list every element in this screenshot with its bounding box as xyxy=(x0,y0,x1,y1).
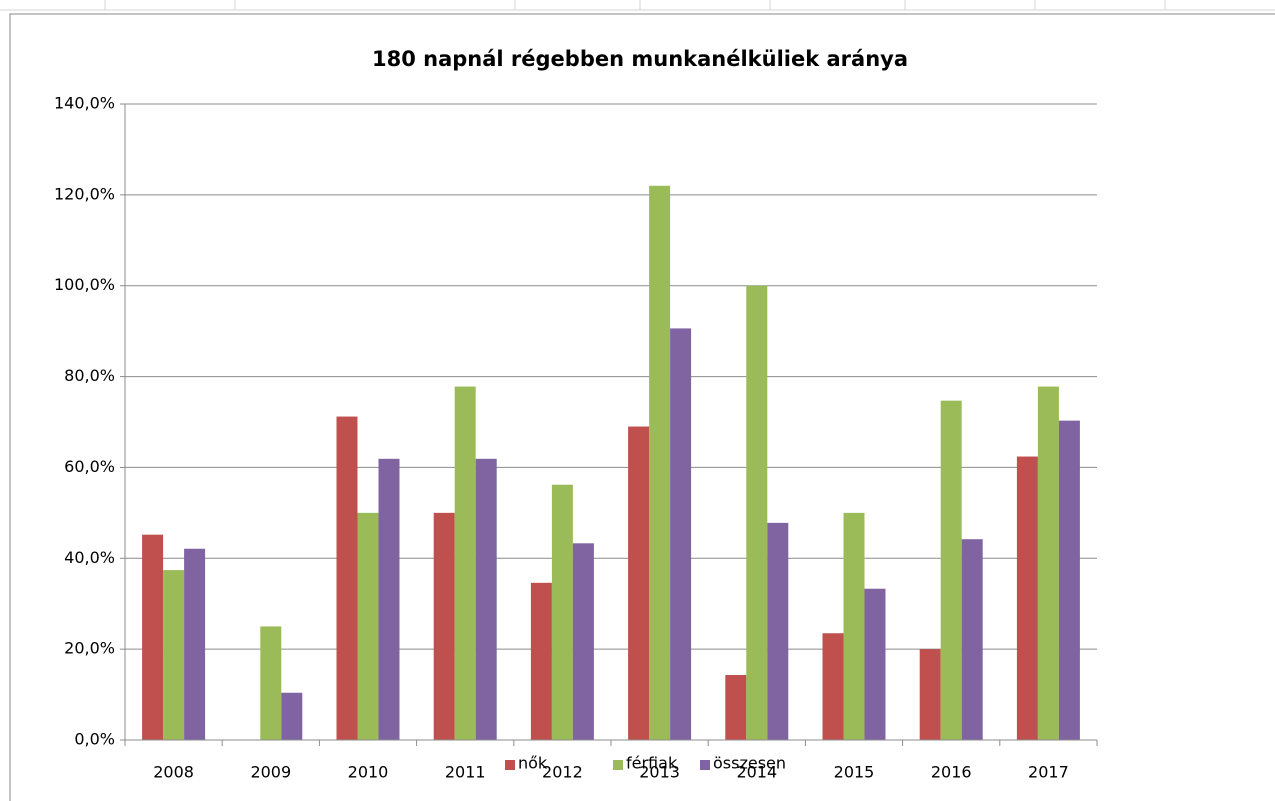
legend-label: férfiak xyxy=(626,754,678,773)
legend-swatch xyxy=(505,760,515,770)
bar xyxy=(940,400,962,740)
bar xyxy=(843,512,865,740)
y-tick-label: 40,0% xyxy=(64,548,115,567)
bar xyxy=(142,534,164,740)
bar xyxy=(260,626,282,740)
bar xyxy=(961,539,983,740)
bar xyxy=(378,458,400,740)
y-tick-label: 60,0% xyxy=(64,457,115,476)
bar xyxy=(433,512,455,740)
bar xyxy=(336,416,358,740)
bar xyxy=(357,512,379,740)
y-tick-label: 80,0% xyxy=(64,366,115,385)
x-tick-label: 2011 xyxy=(445,763,486,782)
legend-swatch xyxy=(613,760,623,770)
x-tick-label: 2009 xyxy=(250,763,291,782)
bar xyxy=(628,426,650,740)
x-tick-label: 2014 xyxy=(736,763,777,782)
bar xyxy=(864,588,886,740)
bar xyxy=(572,543,594,740)
bar xyxy=(767,522,789,740)
bar xyxy=(454,386,476,740)
bar xyxy=(1016,456,1038,740)
bar xyxy=(1037,386,1059,740)
bar xyxy=(746,285,768,740)
bar xyxy=(163,570,185,740)
x-tick-label: 2012 xyxy=(542,763,583,782)
x-tick-label: 2015 xyxy=(834,763,875,782)
legend-label: nők xyxy=(518,754,548,773)
x-tick-label: 2016 xyxy=(931,763,972,782)
y-tick-label: 140,0% xyxy=(54,94,115,113)
bar xyxy=(649,185,671,740)
bar xyxy=(822,633,844,740)
bar xyxy=(184,548,206,740)
bar xyxy=(919,649,941,740)
x-tick-label: 2010 xyxy=(348,763,389,782)
bar xyxy=(475,458,497,740)
legend-swatch xyxy=(700,760,710,770)
y-tick-label: 100,0% xyxy=(54,275,115,294)
bar xyxy=(670,328,692,740)
bar xyxy=(530,582,552,740)
y-tick-label: 20,0% xyxy=(64,639,115,658)
legend-label: összesen xyxy=(713,754,786,773)
x-tick-label: 2013 xyxy=(639,763,680,782)
bar xyxy=(1058,420,1080,740)
y-tick-label: 120,0% xyxy=(54,184,115,203)
sheet-header xyxy=(0,0,1275,11)
bar xyxy=(281,692,303,740)
bar xyxy=(725,675,747,740)
bar xyxy=(551,484,573,740)
x-tick-label: 2008 xyxy=(153,763,194,782)
y-tick-label: 0,0% xyxy=(74,730,115,749)
x-tick-label: 2017 xyxy=(1028,763,1069,782)
chart-title: 180 napnál régebben munkanélküliek arány… xyxy=(372,47,908,71)
